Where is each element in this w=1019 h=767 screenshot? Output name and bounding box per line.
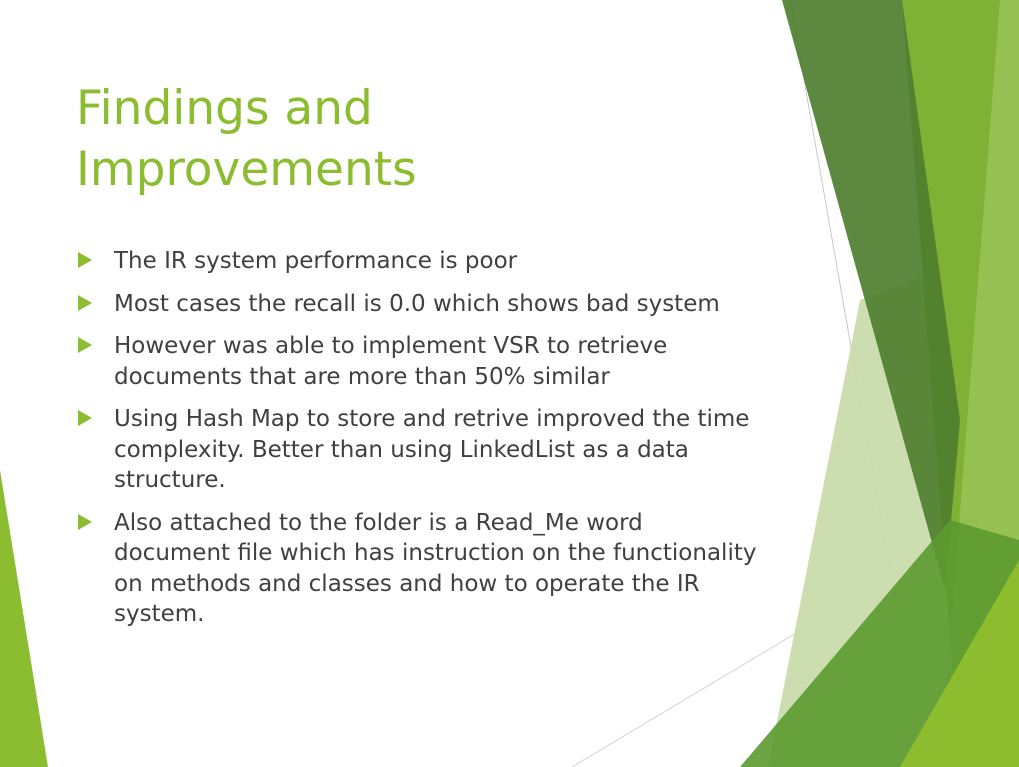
triangle-bullet-icon — [78, 513, 92, 530]
triangle-bullet-icon — [78, 252, 92, 268]
bottom-right-accent — [900, 560, 1019, 767]
bullet-text: However was able to implement VSR to ret… — [114, 333, 668, 390]
bullet-list: The IR system performance is poor Most c… — [76, 246, 766, 642]
bullet-text: Using Hash Map to store and retrive impr… — [114, 406, 750, 493]
bullet-item: The IR system performance is poor — [76, 246, 766, 277]
bullet-text: Also attached to the folder is a Read_Me… — [114, 509, 757, 628]
slide-title: Findings and Improvements — [76, 81, 417, 197]
dark-green-band — [782, 0, 960, 590]
triangle-bullet-icon — [78, 294, 92, 311]
bullet-text: Most cases the recall is 0.0 which shows… — [114, 290, 720, 317]
bullet-item: Using Hash Map to store and retrive impr… — [76, 404, 766, 496]
left-edge-shape — [0, 470, 48, 767]
bullet-text: The IR system performance is poor — [114, 248, 518, 274]
triangle-bullet-icon — [78, 410, 92, 426]
bullet-item: Also attached to the folder is a Read_Me… — [76, 508, 766, 630]
triangle-bullet-icon — [78, 337, 92, 353]
bullet-item: Most cases the recall is 0.0 which shows… — [76, 289, 766, 320]
bullet-item: However was able to implement VSR to ret… — [76, 331, 766, 392]
